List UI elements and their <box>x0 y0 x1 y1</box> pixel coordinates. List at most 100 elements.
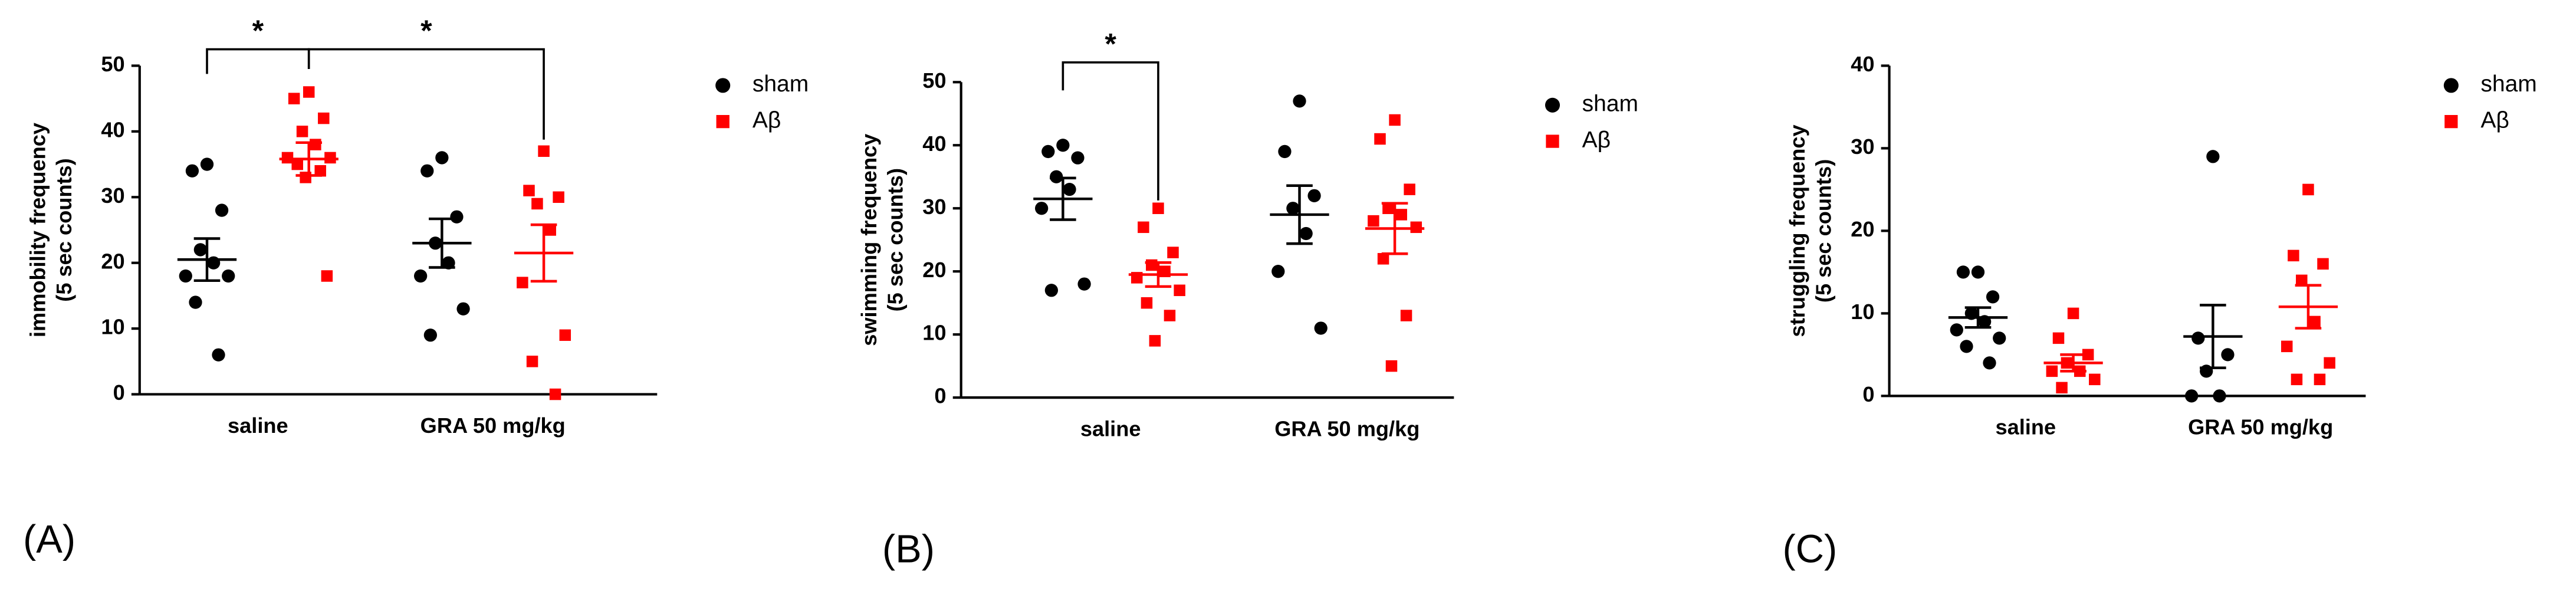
y-tick-label: 30 <box>101 183 124 208</box>
x-tick-label: saline <box>228 413 288 438</box>
data-point <box>1056 139 1070 152</box>
y-tick-label: 30 <box>1851 134 1874 159</box>
data-point <box>1374 133 1386 145</box>
data-point <box>288 93 300 104</box>
y-tick-label: 30 <box>922 195 946 219</box>
y-tick-label: 20 <box>922 258 946 282</box>
data-point <box>193 243 207 257</box>
data-point <box>1035 202 1049 215</box>
data-point <box>2324 357 2335 369</box>
data-point <box>517 277 528 288</box>
data-point <box>553 191 564 203</box>
data-point <box>531 198 543 210</box>
data-point <box>314 165 326 177</box>
data-point <box>1141 297 1153 309</box>
data-point <box>2191 331 2205 345</box>
data-point <box>2317 258 2329 270</box>
data-point <box>1382 202 1394 214</box>
data-point <box>1063 182 1076 196</box>
data-point <box>2082 349 2094 361</box>
y-tick-label: 10 <box>922 321 946 345</box>
data-point <box>281 152 294 164</box>
y-tick-label: 40 <box>922 132 946 156</box>
data-point <box>1986 290 2000 304</box>
data-point <box>1278 144 1292 159</box>
data-point <box>1044 284 1058 297</box>
data-point <box>291 158 303 170</box>
y-tick-label: 20 <box>101 249 124 273</box>
data-point <box>310 139 321 150</box>
x-tick-label: GRA 50 mg/kg <box>1274 416 1420 441</box>
data-point <box>2288 249 2299 262</box>
y-tick-label: 0 <box>1862 382 1874 406</box>
y-tick-label: 10 <box>101 315 124 339</box>
data-point <box>215 203 229 217</box>
data-point <box>1950 323 1963 337</box>
x-tick-label: GRA 50 mg/kg <box>2188 415 2333 439</box>
data-point <box>1071 151 1085 165</box>
data-point <box>1385 360 1398 372</box>
y-axis-label: (5 sec counts) <box>52 158 76 301</box>
data-point <box>321 270 333 282</box>
y-axis-label: immobility frequency <box>25 123 50 337</box>
significance-bracket <box>307 48 545 140</box>
data-point <box>1293 94 1306 108</box>
data-point <box>1146 259 1158 271</box>
data-point <box>1041 144 1055 159</box>
data-point <box>222 269 235 283</box>
data-point <box>1167 247 1179 258</box>
y-axis-label: struggling frequency <box>1785 124 1809 337</box>
panel-label: (B) <box>882 527 935 571</box>
data-point <box>526 356 538 367</box>
data-point <box>179 269 192 283</box>
y-tick-label: 0 <box>934 384 946 408</box>
y-tick-label: 50 <box>922 68 946 93</box>
y-tick-label: 10 <box>1851 300 1874 324</box>
data-point <box>450 210 464 224</box>
y-axis-label: swimming frequency <box>857 134 881 346</box>
significance-label: * <box>252 14 264 47</box>
data-point <box>1400 310 1412 321</box>
data-point <box>544 224 556 236</box>
x-tick-label: saline <box>1080 416 1141 441</box>
data-point <box>2302 183 2314 196</box>
significance-label: * <box>420 14 432 47</box>
data-point <box>1993 331 2006 345</box>
y-axis-label: (5 sec counts) <box>1811 159 1835 303</box>
data-point <box>1174 284 1185 297</box>
data-point <box>2185 389 2199 403</box>
legend-marker <box>2444 115 2458 129</box>
data-point <box>423 328 437 342</box>
data-point <box>1307 189 1321 202</box>
data-point <box>1149 335 1161 347</box>
panel: 0 10 20 30 40 50 saline GRA 50 mg/kg swimming fr… <box>857 27 1638 571</box>
data-point <box>200 157 214 171</box>
data-point <box>1164 310 1176 321</box>
legend-marker <box>2443 78 2459 93</box>
significance-bracket <box>1062 61 1159 201</box>
data-point <box>414 269 428 283</box>
y-tick-label: 40 <box>1851 52 1874 76</box>
data-point <box>1395 209 1407 221</box>
data-point <box>303 86 315 98</box>
data-point <box>456 302 470 316</box>
data-point <box>2309 316 2321 328</box>
data-point <box>2281 340 2293 353</box>
x-tick-label: saline <box>1995 415 2056 439</box>
data-point <box>2052 332 2065 344</box>
data-point <box>185 164 199 178</box>
data-point <box>212 348 225 362</box>
legend-label: sham <box>1582 91 1638 117</box>
data-point <box>1983 356 1996 370</box>
data-point <box>435 151 449 165</box>
data-point <box>1077 277 1091 291</box>
data-point <box>189 295 202 309</box>
data-point <box>1956 265 1970 279</box>
data-point <box>2213 389 2226 403</box>
data-point <box>538 145 550 157</box>
data-point <box>2089 373 2101 386</box>
data-point <box>549 388 561 400</box>
legend-marker <box>716 115 730 129</box>
data-point <box>1286 202 1300 215</box>
